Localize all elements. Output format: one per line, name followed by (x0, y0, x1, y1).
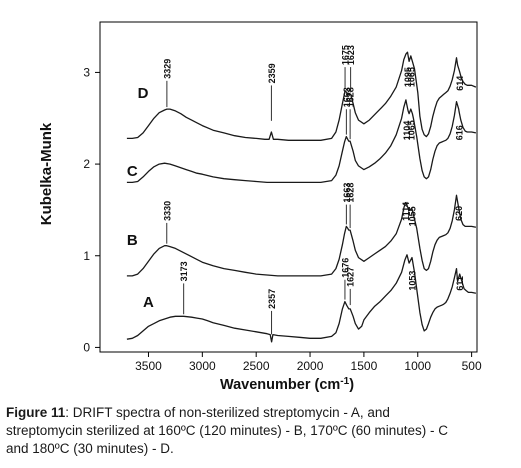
x-tick-label-500: 500 (462, 359, 482, 373)
peak-label-614-23: 614 (455, 76, 465, 91)
series-label-b: B (127, 232, 138, 249)
peak-label-2357-1: 2357 (267, 289, 277, 309)
peak-label-1663-12: 1663 (342, 87, 352, 107)
x-axis-label-superscript: -1 (340, 376, 349, 387)
peak-label-3173-0: 3173 (179, 261, 189, 281)
x-tick-label-2500: 2500 (243, 359, 270, 373)
y-axis-label: Kubelka-Munk (38, 122, 55, 225)
peak-label-620-11: 620 (454, 206, 464, 221)
series-label-c: C (127, 163, 138, 180)
peak-label-1676-2: 1676 (340, 258, 350, 278)
x-tick-label-1000: 1000 (404, 359, 431, 373)
figure-caption: Figure 11: DRIFT spectra of non-steriliz… (6, 404, 514, 458)
peak-label-1628-8: 1628 (346, 183, 356, 203)
series-label-a: A (143, 294, 154, 311)
peak-label-1623-20: 1623 (346, 45, 356, 65)
x-axis-label: Wavenumber (cm-1) (220, 376, 354, 393)
peak-label-3330-6: 3330 (162, 201, 172, 221)
x-tick-label-3500: 3500 (135, 359, 162, 373)
peak-label-1095-21: 1095 (403, 67, 413, 87)
y-tick-label-3: 3 (83, 65, 90, 79)
series-label-d: D (138, 85, 149, 102)
series-line-c (126, 99, 477, 184)
y-tick-label-0: 0 (83, 340, 90, 354)
y-tick-label-1: 1 (83, 249, 90, 263)
peak-label-1628-13: 1628 (346, 87, 356, 107)
peak-label-1675-19: 1675 (341, 45, 351, 65)
peak-label-1663-7: 1663 (342, 183, 352, 203)
x-axis-label-main: Wavenumber (cm (220, 377, 340, 393)
x-axis-label-close: ) (349, 377, 354, 393)
axes-layer: 3500 3000 2500 2000 1500 1000 500 0 1 2 3 (83, 21, 482, 373)
peak-label-1065-22: 1065 (406, 67, 416, 87)
series-line-b (126, 194, 477, 277)
peak-label-1053-4: 1053 (408, 271, 418, 291)
peak-label-1065-15: 1065 (406, 120, 416, 140)
peak-label-1104-14: 1104 (402, 121, 412, 141)
peak-label-3329-17: 3329 (162, 59, 172, 79)
x-tick-label-3000: 3000 (189, 359, 216, 373)
series-layer: A B C D (126, 51, 477, 343)
series-line-d (126, 51, 477, 141)
caption-line-2: streptomycin sterilized at 160ºC (120 mi… (6, 423, 449, 438)
caption-line-1-text: : DRIFT spectra of non-sterilized strept… (65, 405, 390, 420)
peak-label-611-5: 611 (455, 276, 465, 291)
peak-label-1627-3: 1627 (346, 267, 356, 287)
y-tick-label-2: 2 (83, 157, 90, 171)
plot-frame (99, 21, 478, 353)
x-tick-label-2000: 2000 (297, 359, 324, 373)
peak-label-2359-18: 2359 (267, 63, 277, 83)
caption-figure-label: Figure 11 (6, 405, 66, 420)
caption-line-1: Figure 11: DRIFT spectra of non-steriliz… (6, 404, 514, 422)
peak-label-616-16: 616 (455, 125, 465, 140)
x-tick-label-1500: 1500 (351, 359, 378, 373)
series-line-a (126, 254, 477, 343)
peak-label-1055-10: 1055 (407, 206, 417, 226)
caption-line-3: and 180ºC (30 minutes) - D. (6, 441, 174, 456)
peak-label-1114-9: 1114 (401, 202, 411, 221)
